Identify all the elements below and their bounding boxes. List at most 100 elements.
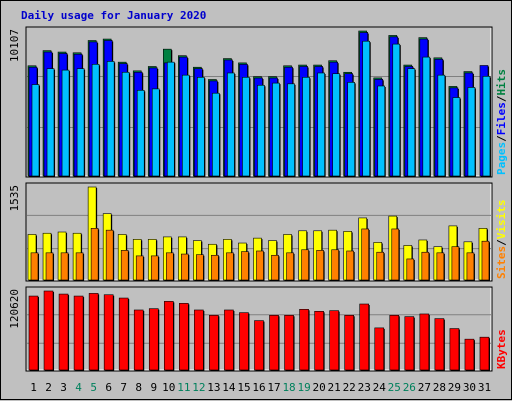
- x-tick-label: 31: [478, 381, 491, 394]
- kbytes-bar: [28, 295, 39, 371]
- sites-bar: [376, 251, 385, 281]
- x-tick-label: 4: [75, 381, 82, 394]
- legend-entry: /: [495, 95, 508, 102]
- kbytes-bar: [148, 308, 159, 371]
- pages-bar: [242, 77, 250, 177]
- x-tick-label: 20: [313, 381, 326, 394]
- panel-legend: KBytes: [495, 329, 508, 369]
- kbytes-bar: [88, 293, 99, 371]
- pages-bar: [452, 97, 461, 177]
- sites-bar: [135, 255, 144, 281]
- kbytes-bar: [179, 303, 189, 371]
- x-tick-label: 8: [135, 381, 142, 394]
- pages-bar: [377, 85, 386, 177]
- sites-bar: [346, 250, 354, 281]
- kbytes-bar: [374, 327, 385, 371]
- x-tick-label: 23: [358, 381, 371, 394]
- kbytes-bar: [389, 314, 400, 371]
- kbytes-bar: [269, 314, 279, 371]
- kbytes-bar: [163, 301, 174, 371]
- kbytes-bar: [359, 303, 370, 371]
- x-tick-label: 25: [388, 381, 401, 394]
- pages-bar: [467, 87, 476, 177]
- sites-bar: [90, 228, 99, 281]
- y-max-label: 10107: [8, 29, 21, 62]
- x-tick-label: 13: [207, 381, 220, 394]
- x-tick-label: 1: [30, 381, 37, 394]
- pages-bar: [46, 68, 55, 177]
- kbytes-bar: [209, 314, 219, 371]
- sites-bar: [391, 228, 400, 281]
- sites-bar: [451, 246, 460, 281]
- pages-bar: [212, 92, 220, 177]
- pages-bar: [422, 56, 431, 177]
- x-tick-label: 9: [150, 381, 157, 394]
- legend-entry: Files: [495, 102, 508, 135]
- x-tick-label: 28: [433, 381, 446, 394]
- panel-legend: Sites/Visits: [495, 200, 508, 280]
- pages-bar: [317, 72, 325, 177]
- panel-legend: Pages/Files/Hits: [495, 69, 508, 175]
- x-tick-label: 19: [297, 381, 310, 394]
- sites-bar: [481, 240, 490, 281]
- x-tick-label: 14: [222, 381, 236, 394]
- x-tick-label: 17: [267, 381, 280, 394]
- sites-bar: [75, 252, 84, 281]
- x-tick-label: 24: [373, 381, 387, 394]
- pages-bar: [272, 82, 280, 177]
- x-tick-label: 26: [403, 381, 416, 394]
- x-tick-label: 21: [328, 381, 341, 394]
- kbytes-bar: [194, 309, 204, 371]
- y-max-label: 1535: [8, 185, 21, 212]
- sites-bar: [286, 252, 294, 281]
- kbytes-bar: [449, 328, 460, 371]
- legend-entry: Hits: [495, 69, 508, 96]
- x-tick-label: 30: [463, 381, 476, 394]
- pages-bar: [106, 61, 115, 177]
- x-tick-label: 10: [162, 381, 175, 394]
- x-tick-label: 11: [177, 381, 190, 394]
- pages-bar: [257, 84, 265, 177]
- kbytes-bar: [73, 295, 84, 371]
- x-tick-label: 6: [105, 381, 112, 394]
- sites-bar: [361, 228, 370, 281]
- pages-bar: [61, 69, 70, 177]
- kbytes-bar: [419, 313, 430, 371]
- pages-bar: [136, 90, 145, 177]
- pages-bar: [182, 74, 190, 177]
- x-tick-label: 27: [418, 381, 431, 394]
- sites-bar: [331, 249, 339, 281]
- pages-bar: [407, 68, 416, 177]
- pages-bar: [91, 64, 100, 177]
- sites-bar: [271, 254, 279, 281]
- x-tick-label: 29: [448, 381, 461, 394]
- pages-bar: [332, 73, 340, 177]
- kbytes-bar: [43, 290, 54, 371]
- sites-bar: [316, 250, 324, 281]
- kbytes-bar: [133, 309, 144, 371]
- legend-entry: /: [495, 239, 508, 246]
- x-tick-label: 7: [120, 381, 127, 394]
- pages-bar: [227, 72, 235, 177]
- sites-bar: [150, 255, 159, 281]
- pages-bar: [302, 77, 310, 177]
- sites-bar: [226, 252, 234, 281]
- kbytes-bar: [404, 316, 415, 371]
- pages-bar: [31, 84, 40, 177]
- pages-bar: [76, 68, 85, 177]
- x-tick-label: 3: [60, 381, 67, 394]
- legend-entry: /: [495, 135, 508, 142]
- pages-bar: [287, 83, 295, 177]
- pages-bar: [482, 76, 491, 177]
- sites-bar: [466, 252, 475, 281]
- sites-bar: [181, 253, 189, 281]
- kbytes-bar: [479, 336, 490, 371]
- x-tick-label: 16: [252, 381, 265, 394]
- pages-bar: [166, 61, 175, 177]
- sites-bar: [301, 249, 309, 281]
- sites-bar: [436, 252, 445, 281]
- pages-bar: [437, 74, 446, 177]
- pages-bar: [362, 40, 371, 177]
- legend-entry: Visits: [495, 200, 508, 240]
